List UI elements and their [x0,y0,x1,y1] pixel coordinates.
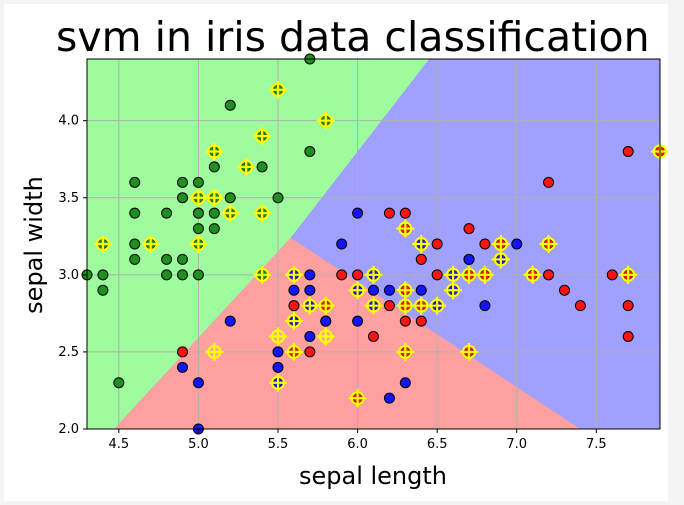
data-point-green [224,192,236,204]
data-point-green [113,377,125,389]
data-point-blue [352,207,364,219]
data-point-blue [368,284,379,296]
data-point-blue [320,315,332,327]
data-point-green [208,207,220,219]
data-point-blue [399,377,411,389]
data-point-red [177,346,188,358]
data-point-red [559,284,570,296]
data-point-green [192,223,204,235]
data-point-green [177,253,188,265]
x-tick-label: 4.5 [108,437,129,452]
data-point-red [399,315,411,327]
data-point-blue [224,315,236,327]
data-point-green [177,269,188,281]
x-tick-label: 5.5 [268,437,289,452]
data-point-red [479,238,491,250]
data-point-red [431,269,443,281]
plot-area: 4.5 5.0 5.5 6.0 6.5 7.0 7.5 2.0 2.5 3.0 3.5 4.0 [58,53,668,452]
data-point-red [543,269,555,281]
data-point-red [574,300,586,312]
y-tick-label: 3.5 [58,191,79,206]
svm-chart: svm in iris data classification 4.5 5.0 5.… [20,13,668,490]
chart-title: svm in iris data classification [56,13,650,61]
region-green [87,59,430,429]
data-point-green [129,176,141,188]
data-point-green [256,161,268,173]
data-point-green [272,192,284,204]
data-point-blue [192,377,204,389]
data-point-red [543,176,555,188]
data-point-red [463,223,475,235]
data-point-green [177,192,188,204]
data-point-blue [272,361,284,373]
data-point-green [129,253,141,265]
data-point-green [97,269,109,281]
data-point-blue [511,238,523,250]
x-tick-label: 7.5 [586,437,607,452]
x-tick-label: 5.0 [188,437,209,452]
y-tick-label: 3.0 [58,268,79,283]
data-point-blue [304,331,316,342]
data-point-red [622,331,634,342]
axes-frame [86,58,661,430]
data-point-blue [304,284,316,296]
data-point-red [622,300,634,312]
data-point-red [368,331,379,342]
data-point-green [161,269,173,281]
y-tick-label: 4.0 [58,114,79,129]
data-point-red [606,269,618,281]
region-red [114,237,581,429]
data-point-green [129,207,141,219]
data-point-green [192,176,204,188]
y-axis-label: sepal width [20,176,48,314]
data-point-blue [288,284,300,296]
data-point-red [304,346,316,358]
figure: svm in iris data classification 4.5 5.0 5.… [4,4,668,501]
data-point-green [129,238,141,250]
data-point-red [288,300,300,312]
data-point-red [431,238,443,250]
data-point-green [224,99,236,111]
data-point-red [352,269,364,281]
data-point-red [622,146,634,157]
data-point-blue [336,238,348,250]
data-point-red [336,269,348,281]
data-point-blue [352,315,364,327]
data-point-green [192,269,204,281]
data-point-green [177,176,188,188]
data-point-red [415,253,427,265]
data-point-green [208,223,220,235]
data-point-red [399,207,411,219]
data-point-green [161,253,173,265]
data-point-blue [383,392,395,404]
y-tick-label: 2.0 [58,422,79,437]
data-point-blue [479,300,491,312]
data-point-green [192,207,204,219]
x-axis-label: sepal length [299,462,447,490]
x-tick-label: 7.0 [506,437,527,452]
data-point-blue [463,253,475,265]
data-point-green [208,161,220,173]
data-point-blue [272,346,284,358]
data-point-green [161,207,173,219]
x-tick-label: 6.0 [347,437,368,452]
data-point-blue [304,269,316,281]
data-point-red [383,207,395,219]
data-point-green [97,284,109,296]
data-point-green [304,146,316,157]
data-point-blue [383,284,395,296]
y-tick-label: 2.5 [58,345,79,360]
data-point-blue [415,284,427,296]
data-point-blue [177,361,188,373]
data-point-red [415,315,427,327]
data-point-red [383,300,395,312]
x-tick-label: 6.5 [427,437,448,452]
